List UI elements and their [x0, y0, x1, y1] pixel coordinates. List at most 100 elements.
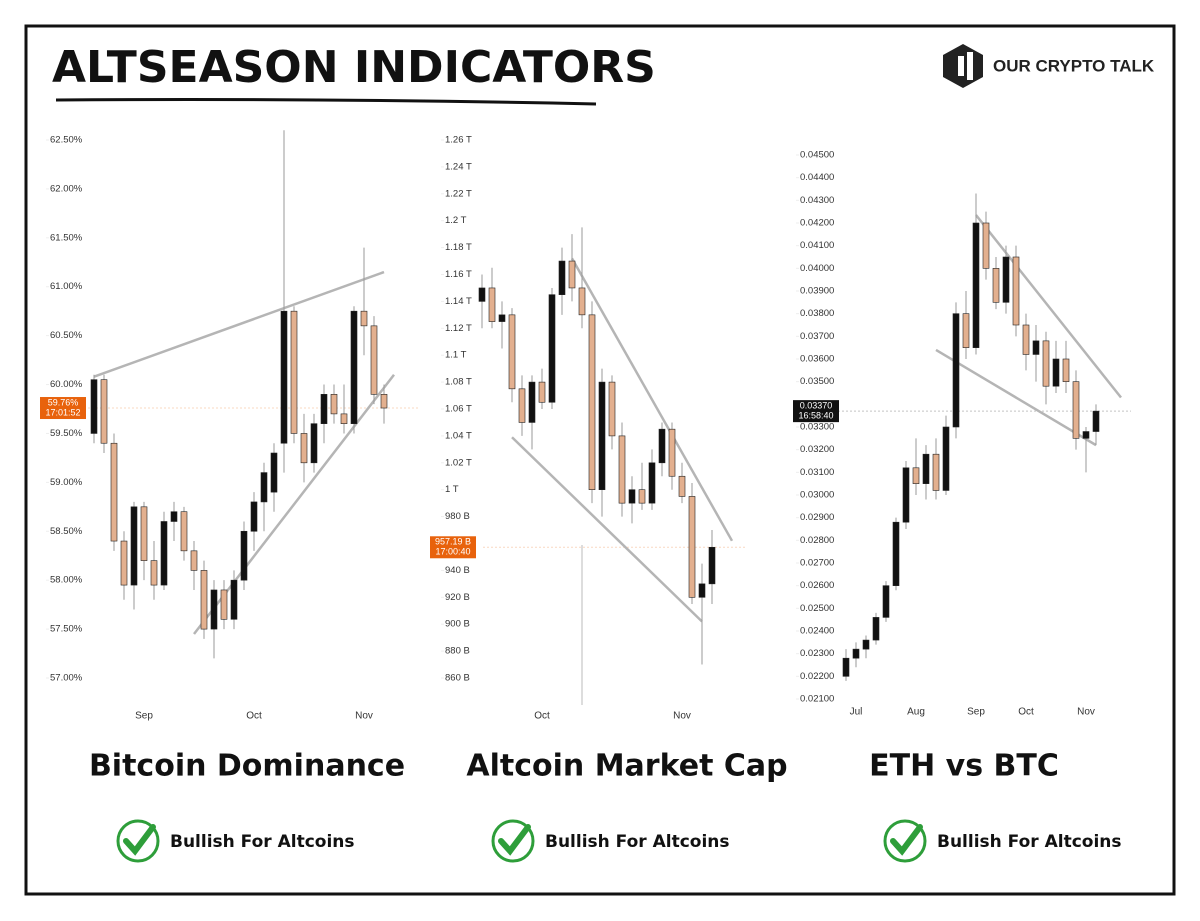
candle-body: [1022, 324, 1030, 355]
candle-body: [488, 287, 496, 322]
price-tag-label: 59.76%: [48, 397, 79, 407]
candle-body: [892, 521, 900, 586]
price-tag-label: 0.03370: [800, 401, 833, 411]
trendline: [975, 214, 1122, 399]
x-tick-label: Sep: [135, 711, 153, 722]
candle-body: [478, 287, 486, 302]
candle-body: [668, 428, 676, 477]
y-tick-label: 1.06 T: [445, 404, 472, 415]
candle-body: [200, 570, 208, 630]
y-tick-label: 980 B: [445, 511, 470, 522]
y-tick-label: 0.03200: [800, 444, 834, 455]
y-tick-label: 0.02100: [800, 694, 834, 705]
candle-body: [548, 294, 556, 403]
y-tick-label: 0.02900: [800, 512, 834, 523]
y-tick-label: 61.50%: [50, 232, 83, 243]
price-tag-label: 957.19 B: [435, 537, 471, 547]
page-title: ALTSEASON INDICATORS: [52, 42, 656, 93]
y-tick-label: 900 B: [445, 619, 470, 630]
y-tick-label: 0.04200: [800, 218, 834, 229]
verdict: Bullish For Altcoins: [545, 832, 730, 852]
candle-body: [558, 260, 566, 295]
y-tick-label: 62.00%: [50, 183, 83, 194]
candle-body: [350, 310, 358, 424]
candle-body: [240, 530, 248, 581]
trendline: [193, 374, 395, 635]
candle-body: [872, 617, 880, 641]
y-tick-label: 62.50%: [50, 135, 83, 146]
candle-body: [180, 511, 188, 552]
candle-body: [902, 467, 910, 523]
y-tick-label: 1.02 T: [445, 457, 472, 468]
y-tick-label: 940 B: [445, 565, 470, 576]
y-tick-label: 58.00%: [50, 575, 83, 586]
candle-body: [638, 489, 646, 504]
y-tick-label: 57.50%: [50, 624, 83, 635]
candle-body: [100, 379, 108, 444]
y-tick-label: 1.24 T: [445, 161, 472, 172]
y-tick-label: 59.50%: [50, 428, 83, 439]
candle-body: [628, 489, 636, 504]
candle-body: [952, 313, 960, 428]
y-tick-label: 920 B: [445, 592, 470, 603]
x-tick-label: Oct: [246, 711, 262, 722]
candle-body: [280, 310, 288, 444]
candle-body: [300, 433, 308, 464]
candle-body: [708, 546, 716, 585]
candle-body: [320, 394, 328, 424]
candle-body: [1042, 340, 1050, 387]
candle-body: [270, 452, 278, 493]
y-tick-label: 0.04000: [800, 263, 834, 274]
candle-body: [922, 453, 930, 484]
candle-body: [220, 589, 228, 620]
check-mark: [890, 824, 923, 856]
y-tick-label: 860 B: [445, 673, 470, 684]
x-tick-label: Oct: [534, 711, 550, 722]
candle-body: [290, 310, 298, 434]
y-tick-label: 0.03500: [800, 376, 834, 387]
y-tick-label: 1.14 T: [445, 296, 472, 307]
y-tick-label: 57.00%: [50, 673, 83, 684]
y-tick-label: 1.2 T: [445, 215, 467, 226]
candle-body: [210, 589, 218, 630]
candle-body: [518, 388, 526, 423]
y-tick-label: 1.12 T: [445, 323, 472, 334]
candle-body: [962, 313, 970, 348]
candle-body: [310, 423, 318, 464]
candle-body: [698, 583, 706, 598]
candle-body: [508, 314, 516, 390]
x-tick-label: Sep: [967, 707, 985, 718]
candle-body: [882, 585, 890, 618]
y-tick-label: 0.02600: [800, 580, 834, 591]
y-tick-label: 1.18 T: [445, 242, 472, 253]
candle-body: [678, 475, 686, 497]
y-tick-label: 0.03900: [800, 286, 834, 297]
candle-body: [230, 579, 238, 620]
candle-body: [568, 260, 576, 289]
candle-body: [160, 521, 168, 586]
check-mark: [123, 824, 156, 856]
trendline: [570, 257, 734, 542]
y-tick-label: 59.00%: [50, 477, 83, 488]
title-underline: [55, 98, 597, 106]
candle-body: [852, 648, 860, 659]
y-tick-label: 0.04300: [800, 195, 834, 206]
y-tick-label: 1.26 T: [445, 135, 472, 146]
logo-icon: [943, 44, 983, 88]
price-tag: [40, 397, 86, 420]
candle-body: [90, 379, 98, 434]
candle-body: [862, 639, 870, 650]
check-icon: [491, 819, 535, 863]
y-tick-label: 0.03000: [800, 490, 834, 501]
y-tick-label: 0.04500: [800, 150, 834, 161]
candle-body: [340, 413, 348, 424]
candle-body: [648, 462, 656, 504]
candle-body: [912, 467, 920, 484]
price-tag-time: 17:00:40: [435, 547, 470, 557]
candle-body: [1082, 431, 1090, 439]
candle-body: [110, 442, 118, 542]
price-tag-time: 17:01:52: [45, 407, 80, 417]
y-tick-label: 60.50%: [50, 330, 83, 341]
check-icon: [883, 819, 927, 863]
